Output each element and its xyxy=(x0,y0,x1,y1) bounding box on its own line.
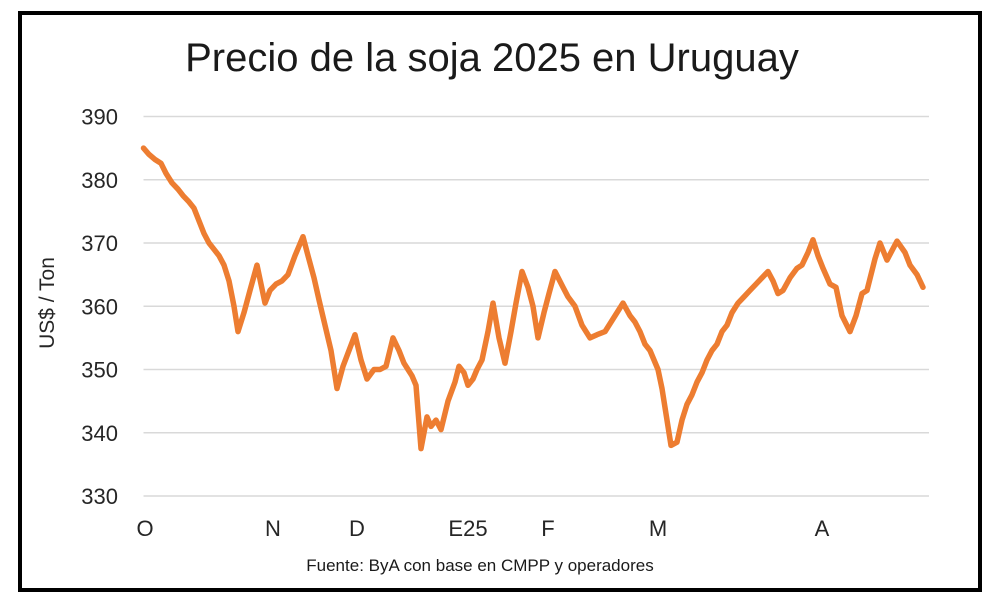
price-line-series xyxy=(140,145,926,452)
y-tick-label-360: 360 xyxy=(81,294,118,319)
y-tick-label-380: 380 xyxy=(81,168,118,193)
x-month-label-A: A xyxy=(815,516,830,541)
y-tick-label-350: 350 xyxy=(81,358,118,383)
chart-title: Precio de la soja 2025 en Uruguay xyxy=(185,36,799,80)
x-month-label-D: D xyxy=(349,516,365,541)
x-month-label-O: O xyxy=(136,516,153,541)
x-month-label-F: F xyxy=(541,516,554,541)
source-note: Fuente: ByA con base en CMPP y operadore… xyxy=(306,556,653,575)
chart-border xyxy=(18,11,982,592)
x-month-label-M: M xyxy=(649,516,667,541)
x-month-label-E25: E25 xyxy=(448,516,487,541)
y-axis-tick-labels: 390 380 370 360 350 340 330 xyxy=(81,105,118,510)
y-tick-label-390: 390 xyxy=(81,105,118,130)
y-tick-label-340: 340 xyxy=(81,421,118,446)
y-axis-label: US$ / Ton xyxy=(36,257,59,349)
y-tick-label-370: 370 xyxy=(81,231,118,256)
gridlines xyxy=(143,115,929,497)
x-month-label-N: N xyxy=(265,516,281,541)
y-tick-label-330: 330 xyxy=(81,484,118,509)
x-axis-month-labels: O N D E25 F M A xyxy=(136,516,829,541)
